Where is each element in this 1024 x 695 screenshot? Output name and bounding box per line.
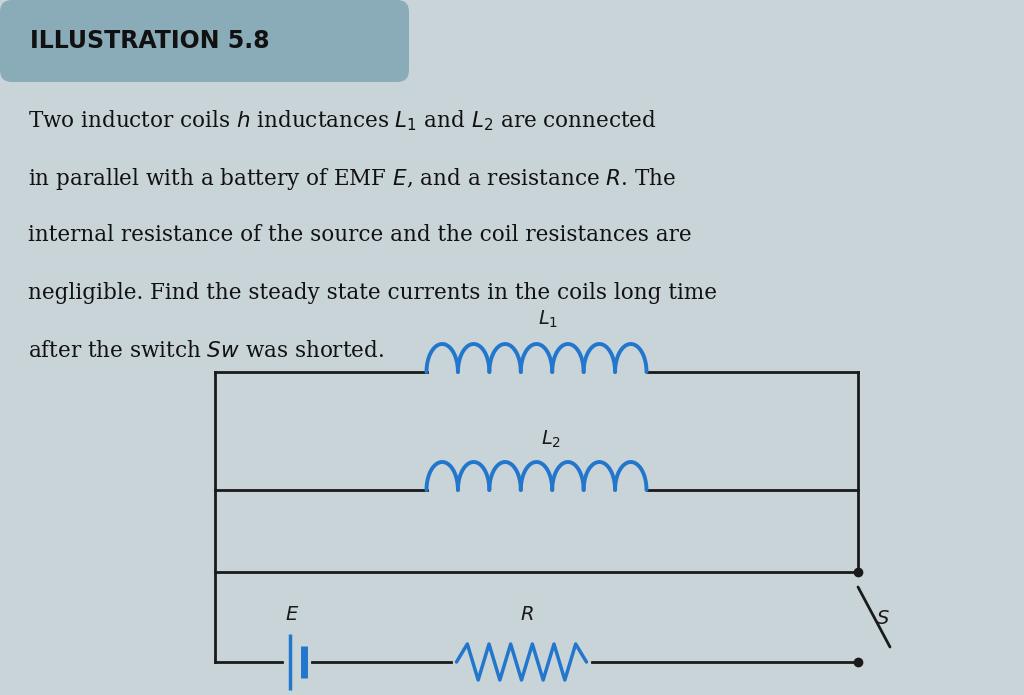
- FancyBboxPatch shape: [0, 0, 409, 82]
- Text: $R$: $R$: [519, 606, 534, 624]
- Text: $E$: $E$: [285, 606, 299, 624]
- Text: negligible. Find the steady state currents in the coils long time: negligible. Find the steady state curren…: [28, 282, 717, 304]
- Text: internal resistance of the source and the coil resistances are: internal resistance of the source and th…: [28, 224, 691, 246]
- Text: in parallel with a battery of EMF $E$, and a resistance $R$. The: in parallel with a battery of EMF $E$, a…: [28, 166, 676, 192]
- Text: after the switch $Sw$ was shorted.: after the switch $Sw$ was shorted.: [28, 340, 384, 362]
- Text: $S$: $S$: [876, 610, 890, 628]
- Text: ILLUSTRATION 5.8: ILLUSTRATION 5.8: [30, 29, 269, 53]
- Text: Two inductor coils $h$ inductances $L_1$ and $L_2$ are connected: Two inductor coils $h$ inductances $L_1$…: [28, 108, 656, 133]
- Text: $L_2$: $L_2$: [542, 429, 561, 450]
- Text: $L_1$: $L_1$: [539, 309, 559, 330]
